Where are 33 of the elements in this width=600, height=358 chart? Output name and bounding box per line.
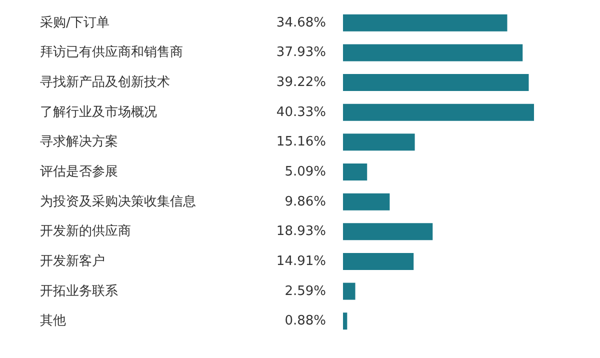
bar [343,134,415,151]
bar [343,223,433,240]
y-tick-label: 开发新客户 [40,252,105,269]
bar [343,74,529,92]
data-label: 18.93% [276,224,326,240]
y-tick-label: 开发新的供应商 [40,223,131,240]
y-tick-label: 评估是否参展 [40,164,118,180]
bar [343,282,356,300]
data-label: 39.22% [276,75,326,90]
data-label: 15.16% [276,134,326,150]
y-tick-label: 寻求解决方案 [40,134,118,150]
data-label: 40.33% [276,104,326,120]
y-tick-label: 了解行业及市场概况 [40,104,157,120]
data-label: 37.93% [276,45,326,60]
y-tick-label: 其他 [40,314,66,329]
bar [343,14,508,32]
data-label: 14.91% [276,254,326,269]
y-tick-label: 开拓业务联系 [40,284,118,299]
y-tick-label: 寻找新产品及创新技术 [40,75,170,90]
bar [343,312,348,330]
y-tick-label: 为投资及采购决策收集信息 [40,194,196,210]
bar [343,193,390,210]
bar [343,104,534,121]
bar [343,44,523,62]
data-label: 2.59% [284,284,326,299]
data-label: 5.09% [284,164,326,180]
bar [343,164,368,180]
y-tick-label: 拜访已有供应商和销售商 [40,44,183,60]
data-label: 0.88% [284,314,326,329]
y-tick-label: 采购/下订单 [40,15,110,30]
data-label: 9.86% [284,194,326,210]
bar [343,252,414,270]
data-label: 34.68% [276,15,326,30]
